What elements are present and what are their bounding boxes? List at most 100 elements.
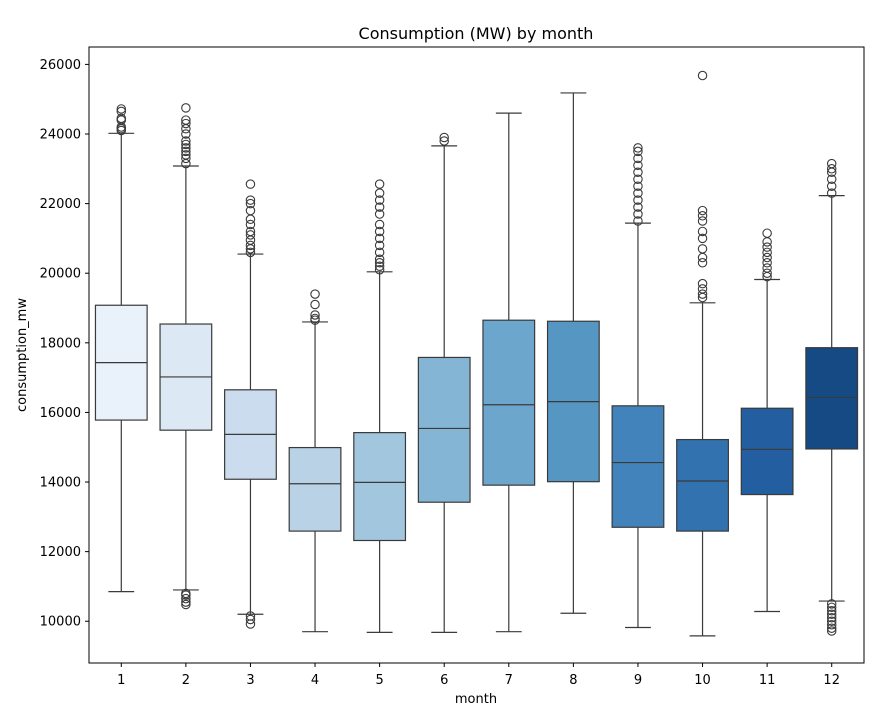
x-tick-label: 5 — [375, 673, 383, 688]
outlier-point — [633, 174, 643, 184]
box-month-9 — [611, 143, 665, 629]
box-month-8 — [546, 92, 600, 614]
box-iqr — [676, 438, 729, 532]
x-tick-label: 9 — [634, 673, 642, 688]
outlier-point — [697, 289, 708, 299]
outlier-point — [762, 237, 772, 247]
outlier-point — [245, 198, 256, 209]
x-tick-label: 12 — [823, 673, 840, 688]
outlier-point — [826, 623, 837, 633]
outlier-point — [826, 164, 837, 174]
outlier-point — [826, 609, 837, 620]
box-iqr — [740, 407, 794, 496]
outlier-point — [245, 247, 256, 258]
outlier-point — [826, 599, 837, 609]
outlier-point — [181, 146, 191, 157]
outlier-point — [633, 216, 643, 226]
box-iqr — [482, 319, 536, 486]
outlier-point — [310, 310, 320, 320]
outlier-point — [245, 214, 256, 225]
outlier-point — [762, 268, 772, 278]
outlier-point — [633, 153, 643, 164]
outlier-point — [181, 588, 191, 599]
outlier-point — [181, 143, 191, 153]
box-month-4 — [288, 289, 342, 633]
y-tick-label: 16000 — [40, 406, 81, 421]
outlier-point — [310, 299, 320, 310]
outlier-point — [245, 195, 256, 205]
outlier-point — [762, 228, 772, 238]
outlier-point — [245, 240, 256, 251]
outlier-point — [245, 205, 256, 216]
y-tick-label: 14000 — [40, 476, 81, 491]
outlier-point — [697, 278, 708, 289]
x-tick-label: 4 — [311, 673, 319, 688]
x-tick-label: 6 — [440, 673, 448, 688]
plot-frame — [88, 46, 865, 664]
outlier-point — [181, 103, 191, 113]
outlier-point — [181, 153, 191, 164]
outlier-point — [762, 263, 772, 273]
y-tick-label: 10000 — [40, 615, 81, 630]
box-month-5 — [353, 179, 407, 633]
box-month-3 — [224, 179, 277, 629]
plot-area — [94, 70, 859, 637]
box-iqr — [353, 432, 407, 542]
outlier-point — [697, 244, 708, 254]
outlier-point — [245, 219, 256, 230]
outlier-point — [245, 179, 256, 189]
outlier-point — [374, 254, 385, 265]
box-month-11 — [740, 228, 794, 613]
outlier-point — [374, 219, 385, 230]
outlier-point — [633, 181, 643, 191]
outlier-point — [697, 233, 708, 244]
outlier-point — [826, 616, 837, 626]
outlier-point — [633, 195, 643, 205]
outlier-point — [374, 226, 385, 237]
outlier-point — [116, 113, 127, 124]
y-axis: 10000 12000 14000 16000 18000 20000 22000 24000… — [40, 58, 89, 630]
box-iqr — [611, 405, 665, 528]
outlier-point — [374, 258, 385, 268]
outlier-point — [116, 104, 127, 114]
outlier-point — [374, 264, 385, 275]
outlier-point — [374, 195, 385, 205]
outlier-point — [826, 158, 837, 169]
outlier-point — [633, 209, 643, 219]
outlier-point — [374, 233, 385, 244]
y-tick-label: 26000 — [40, 58, 81, 73]
x-tick-label: 7 — [505, 673, 513, 688]
outlier-point — [826, 174, 837, 184]
outlier-point — [697, 70, 708, 81]
outlier-point — [762, 252, 772, 263]
box-month-10 — [676, 70, 729, 637]
x-tick-label: 10 — [694, 673, 711, 688]
box-month-1 — [94, 104, 148, 593]
box-month-12 — [805, 158, 859, 636]
outlier-point — [826, 188, 837, 198]
outlier-point — [374, 188, 385, 198]
outlier-point — [181, 115, 191, 125]
outlier-point — [633, 143, 643, 153]
outlier-point — [374, 261, 385, 272]
y-tick-label: 22000 — [40, 197, 81, 212]
outlier-point — [181, 150, 191, 160]
outlier-point — [181, 599, 191, 610]
outlier-point — [826, 613, 837, 623]
outlier-point — [697, 258, 708, 268]
outlier-point — [310, 289, 320, 299]
x-tick-label: 1 — [117, 673, 125, 688]
y-tick-label: 18000 — [40, 336, 81, 351]
outlier-point — [697, 211, 708, 221]
x-tick-label: 3 — [246, 673, 254, 688]
y-tick-label: 24000 — [40, 128, 81, 143]
outlier-point — [374, 209, 385, 219]
outlier-point — [439, 136, 449, 146]
outlier-point — [181, 129, 191, 139]
outlier-point — [310, 313, 320, 324]
outlier-point — [245, 611, 256, 621]
outlier-point — [181, 139, 191, 150]
x-tick-label: 11 — [759, 673, 776, 688]
outlier-point — [762, 242, 772, 252]
outlier-point — [374, 247, 385, 258]
